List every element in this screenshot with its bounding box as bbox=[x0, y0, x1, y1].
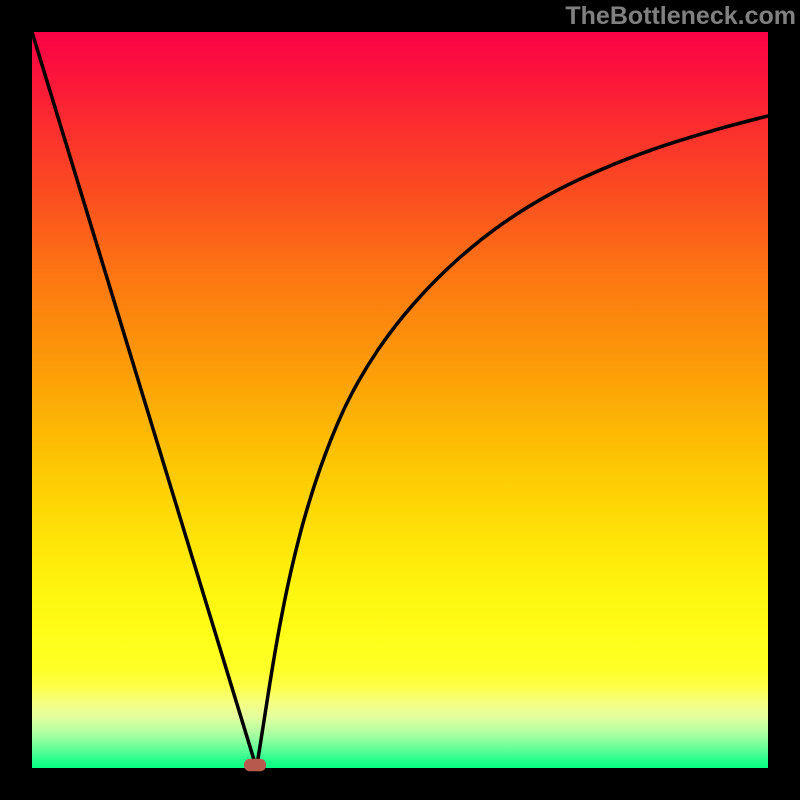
curve-layer bbox=[0, 0, 800, 800]
watermark-text: TheBottleneck.com bbox=[565, 2, 796, 31]
bottleneck-curve bbox=[32, 32, 768, 768]
minimum-marker bbox=[244, 759, 266, 772]
chart-root: TheBottleneck.com bbox=[0, 0, 800, 800]
